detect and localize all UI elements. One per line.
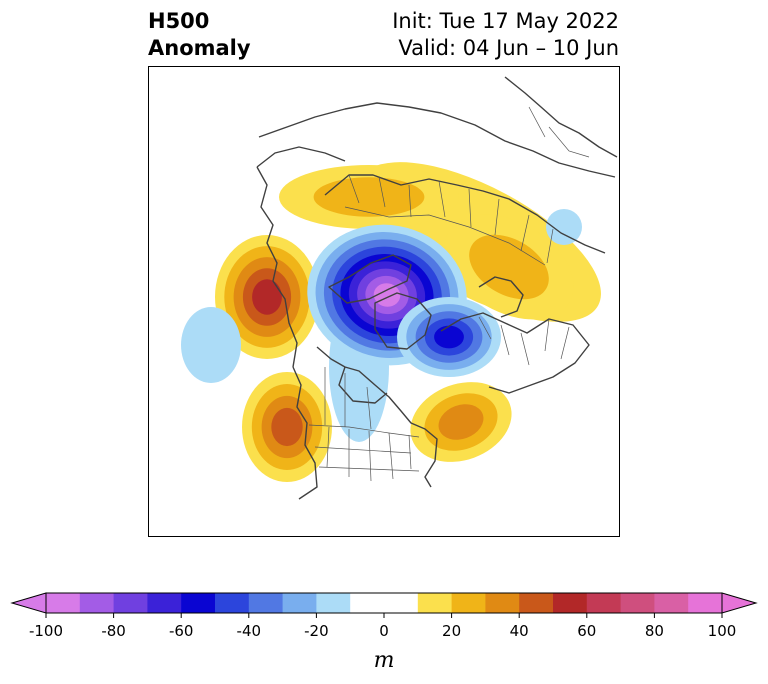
colorbar-ticks: -100 -80 -60 -40 -20 0 20 40 60 80 100: [29, 613, 736, 640]
colorbar-bin: [113, 593, 148, 613]
coast-asia-arctic: [324, 174, 606, 254]
colorbar-svg: -100 -80 -60 -40 -20 0 20 40 60 80 100 m: [10, 592, 758, 673]
colorbar-bin: [215, 593, 250, 613]
colorbar-bin: [485, 593, 520, 613]
colorbar-bin: [316, 593, 351, 613]
negative-east-asia-contour: [546, 209, 582, 245]
negative-north-pacific-contour: [181, 307, 241, 383]
border-us-states-1: [326, 426, 412, 482]
coastlines: [256, 76, 618, 500]
colorbar-bin: [46, 593, 81, 613]
init-date: Init: Tue 17 May 2022: [392, 9, 619, 33]
title-variable: H500: [148, 9, 210, 33]
negative-kara-sea-contour: [434, 325, 464, 349]
border-us-canada: [308, 424, 420, 438]
positive-northeast-us-contour: [438, 404, 484, 440]
coast-greenland: [374, 292, 432, 350]
anomaly-map: [148, 66, 620, 537]
colorbar-bin: [620, 593, 655, 613]
colorbar-bin: [181, 593, 216, 613]
map-canvas: [181, 76, 618, 500]
title-type: Anomaly: [148, 36, 251, 60]
colorbar-tick-label: -60: [169, 622, 194, 640]
colorbar-under-extension: [10, 592, 47, 614]
coast-alaska: [256, 166, 298, 368]
coast-europe: [440, 312, 590, 394]
border-canada-prov: [324, 367, 372, 430]
positive-gulf-alaska-contour: [252, 279, 282, 315]
colorbar-bin: [282, 593, 317, 613]
coast-na-west: [292, 366, 318, 500]
colorbar-tick-label: 60: [577, 622, 596, 640]
colorbar-unit: m: [374, 648, 395, 673]
colorbar-bin: [586, 593, 622, 613]
colorbar-bin: [79, 593, 115, 613]
border-asia-interior: [344, 206, 546, 266]
coast-arctic-islands: [328, 254, 412, 304]
border-europe: [478, 316, 570, 366]
colorbar-tick-label: 20: [442, 622, 461, 640]
colorbar-bin: [688, 593, 723, 613]
plot-title-left: H500 Anomaly: [148, 8, 251, 62]
colorbar-bin: [147, 593, 182, 613]
colorbar-tick-label: -40: [237, 622, 262, 640]
positive-arc-north-contour: [313, 177, 425, 217]
border-us-states-2: [314, 446, 420, 472]
border-china-mongolia: [528, 106, 590, 158]
valid-range: Valid: 04 Jun – 10 Jun: [398, 36, 619, 60]
colorbar-bins: [46, 593, 723, 613]
colorbar-bin: [519, 593, 554, 613]
positive-east-siberia-contour: [469, 234, 549, 300]
colorbar-tick-label: 80: [645, 622, 664, 640]
colorbar-bin: [417, 593, 453, 613]
colorbar-tick-label: 40: [510, 622, 529, 640]
colorbar-bin: [451, 593, 486, 613]
coast-east-asia: [504, 76, 618, 158]
border-russia-regions: [348, 174, 554, 264]
colorbar-bin: [248, 593, 284, 613]
colorbar-bin: [553, 593, 588, 613]
colorbar-tick-label: 0: [379, 622, 389, 640]
colorbar-tick-label: -20: [304, 622, 329, 640]
coast-siberia: [258, 102, 616, 178]
coast-scandinavia: [478, 276, 524, 318]
colorbar-tick-label: -80: [101, 622, 126, 640]
coast-hudson: [338, 366, 388, 404]
colorbar-over-extension: [721, 592, 758, 614]
political-borders: [308, 106, 590, 482]
colorbar-bin: [654, 593, 689, 613]
colorbar: -100 -80 -60 -40 -20 0 20 40 60 80 100 m: [0, 580, 768, 680]
colorbar-tick-label: 100: [708, 622, 737, 640]
colorbar-bin: [384, 593, 419, 613]
coast-alaska-north: [256, 146, 346, 168]
colorbar-bin: [350, 593, 385, 613]
plot-title-right: Init: Tue 17 May 2022 Valid: 04 Jun – 10…: [392, 8, 619, 62]
colorbar-tick-label: -100: [29, 622, 63, 640]
anomaly-fields: [181, 162, 601, 482]
positive-western-us-contour: [271, 407, 303, 447]
